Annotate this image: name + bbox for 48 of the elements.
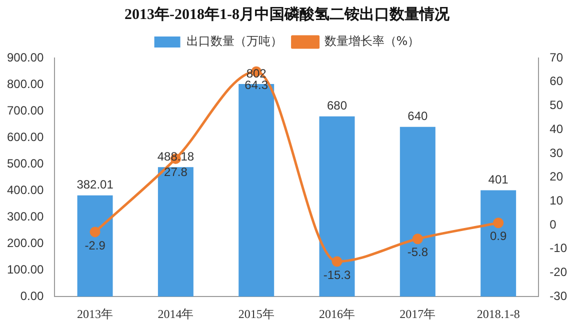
x-tick-label: 2017年 bbox=[400, 306, 436, 321]
data-label: -15.3 bbox=[323, 268, 352, 282]
data-label: 382.01 bbox=[76, 178, 114, 192]
y-tick-label: 0.00 bbox=[20, 288, 44, 303]
bar bbox=[400, 126, 436, 297]
y2-tick-label: 40 bbox=[550, 122, 564, 136]
y-tick-label: 500.00 bbox=[7, 156, 44, 170]
y2-tick-label: 70 bbox=[550, 50, 564, 64]
y-tick-label: 800.00 bbox=[7, 76, 44, 91]
y-tick-label: 600.00 bbox=[7, 130, 44, 144]
point bbox=[90, 226, 100, 238]
y-tick-label: 100.00 bbox=[7, 262, 44, 276]
point bbox=[493, 218, 504, 228]
data-label: 401 bbox=[488, 172, 509, 187]
data-label: -2.9 bbox=[84, 238, 106, 252]
bar bbox=[480, 190, 516, 297]
y2-tick-label: -10 bbox=[550, 241, 568, 256]
chart-title: 2013年-2018年1-8月中国磷酸氢二铵出口数量情况 bbox=[124, 6, 450, 23]
y-tick-label: 300.00 bbox=[7, 209, 44, 224]
y2-tick-label: -30 bbox=[550, 288, 568, 303]
y-tick-label: 400.00 bbox=[7, 182, 44, 197]
y2-tick-label: 0 bbox=[550, 217, 557, 232]
data-label: 27.8 bbox=[164, 165, 188, 179]
x-tick-label: 2015年 bbox=[238, 306, 274, 321]
y2-tick-label: -20 bbox=[550, 265, 568, 280]
y2-tick-label: 60 bbox=[550, 74, 564, 88]
bar bbox=[158, 167, 194, 297]
x-tick-label: 2016年 bbox=[319, 306, 356, 321]
legend-label: 数量增长率（%） bbox=[324, 34, 420, 48]
y-tick-label: 200.00 bbox=[7, 236, 44, 250]
x-tick-label: 2013年 bbox=[77, 306, 114, 321]
data-label: 0.9 bbox=[490, 229, 507, 244]
y2-tick-label: 20 bbox=[550, 170, 564, 184]
legend-label: 出口数量（万吨） bbox=[186, 34, 282, 48]
data-label: 640 bbox=[408, 109, 428, 124]
data-label: 680 bbox=[326, 98, 348, 113]
y2-tick-label: 30 bbox=[550, 146, 564, 160]
y-tick-label: 900.00 bbox=[7, 50, 44, 64]
point bbox=[412, 234, 423, 244]
x-tick-label: 2014年 bbox=[158, 306, 194, 321]
x-tick-label: 2018.1-8 bbox=[476, 306, 520, 321]
data-label: -5.8 bbox=[407, 245, 428, 260]
y2-tick-label: 50 bbox=[550, 98, 564, 112]
bar bbox=[319, 116, 355, 297]
point bbox=[332, 256, 342, 267]
y-tick-label: 700.00 bbox=[7, 103, 44, 118]
y2-tick-label: 10 bbox=[550, 193, 564, 208]
bar bbox=[77, 195, 113, 297]
